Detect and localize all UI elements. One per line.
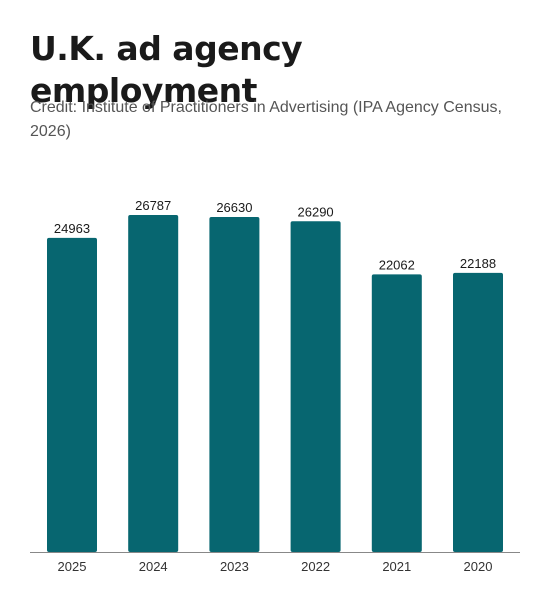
bar-2024 xyxy=(128,215,179,552)
x-tick-label-2021: 2021 xyxy=(382,559,411,574)
bar-value-label-2020: 22188 xyxy=(460,256,496,271)
x-tick-label-2020: 2020 xyxy=(464,559,493,574)
bar-2020 xyxy=(453,272,503,552)
bar-2022 xyxy=(290,221,341,553)
x-tick-label-2024: 2024 xyxy=(139,559,168,574)
chart-title: U.K. ad agency employment xyxy=(30,29,303,110)
bar-value-label-2024: 26787 xyxy=(135,198,171,213)
bar-value-label-2022: 26290 xyxy=(298,204,334,219)
bar-2023 xyxy=(209,217,260,552)
bar-2021 xyxy=(371,274,422,552)
bar-value-label-2023: 26630 xyxy=(216,200,252,215)
labels-layer: 24963 2025 26787 2024 26630 2023 26290 2022 2206… xyxy=(54,198,496,574)
bar-value-label-2025: 24963 xyxy=(54,221,90,236)
x-tick-label-2023: 2023 xyxy=(220,559,249,574)
x-tick-label-2022: 2022 xyxy=(301,559,330,574)
bars-layer xyxy=(47,215,503,553)
bar-2025 xyxy=(47,237,97,552)
x-tick-label-2025: 2025 xyxy=(58,559,87,574)
bar-value-label-2021: 22062 xyxy=(379,257,415,272)
chart-credit: Credit: Institute of Practitioners in Ad… xyxy=(30,99,502,140)
